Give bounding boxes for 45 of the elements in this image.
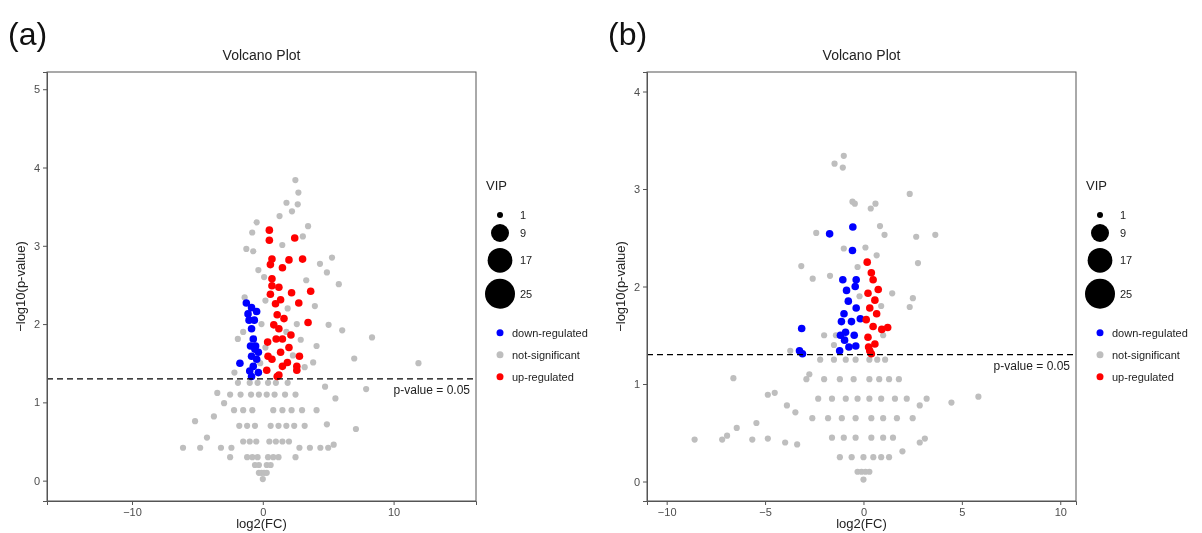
legend-label: 25 bbox=[1120, 287, 1133, 300]
chart-title: Volcano Plot bbox=[222, 47, 301, 63]
y-tick-label: 1 bbox=[33, 396, 40, 409]
text: (b) bbox=[608, 16, 648, 52]
text: (a) bbox=[8, 16, 48, 52]
legend-label: not-significant bbox=[1112, 348, 1180, 361]
y-axis-title: −log10(p-value) bbox=[613, 241, 628, 332]
legend-label: not-significant bbox=[512, 348, 580, 361]
legend-label: down-regulated bbox=[1112, 326, 1188, 339]
legend-label: 17 bbox=[520, 254, 533, 267]
y-tick-label: 2 bbox=[633, 280, 640, 293]
x-tick-label: 0 bbox=[260, 505, 267, 518]
x-axis-title: log2(FC) bbox=[836, 516, 887, 531]
legend-label: 9 bbox=[520, 227, 527, 239]
y-tick-label: 2 bbox=[33, 318, 40, 331]
y-tick-label: 3 bbox=[33, 239, 40, 252]
x-tick-label: 0 bbox=[860, 505, 868, 518]
legend-label: up-regulated bbox=[512, 370, 574, 383]
legend-title: VIP bbox=[486, 178, 507, 193]
x-tick-label: 10 bbox=[1054, 505, 1067, 518]
annotation: p-value = 0.05 bbox=[393, 382, 471, 397]
y-tick-label: 3 bbox=[633, 183, 640, 196]
x-tick-label: 10 bbox=[387, 505, 401, 518]
x-tick-label: 5 bbox=[959, 505, 966, 518]
y-tick-label: 0 bbox=[33, 474, 40, 487]
y-tick-label: 4 bbox=[33, 161, 40, 174]
legend-label: 9 bbox=[1120, 227, 1127, 239]
y-axis-title: −log10(p-value) bbox=[13, 241, 28, 332]
y-tick-label: 5 bbox=[33, 83, 40, 96]
x-axis-title: log2(FC) bbox=[236, 516, 287, 531]
x-tick-label: −10 bbox=[123, 505, 142, 518]
x-tick-label: −10 bbox=[657, 505, 677, 518]
legend-label: 25 bbox=[520, 287, 533, 300]
chart-title: Volcano Plot bbox=[822, 47, 901, 63]
legend-label: 1 bbox=[1120, 209, 1127, 221]
legend-label: up-regulated bbox=[1112, 370, 1174, 383]
annotation: p-value = 0.05 bbox=[993, 358, 1071, 373]
y-tick-label: 1 bbox=[633, 378, 640, 391]
y-tick-label: 4 bbox=[633, 85, 640, 98]
y-tick-label: 0 bbox=[633, 475, 640, 488]
legend-title: VIP bbox=[1086, 178, 1107, 193]
x-tick-label: −5 bbox=[759, 505, 772, 518]
legend-label: down-regulated bbox=[512, 326, 588, 339]
legend-label: 17 bbox=[1120, 254, 1133, 267]
legend-label: 1 bbox=[520, 209, 527, 221]
